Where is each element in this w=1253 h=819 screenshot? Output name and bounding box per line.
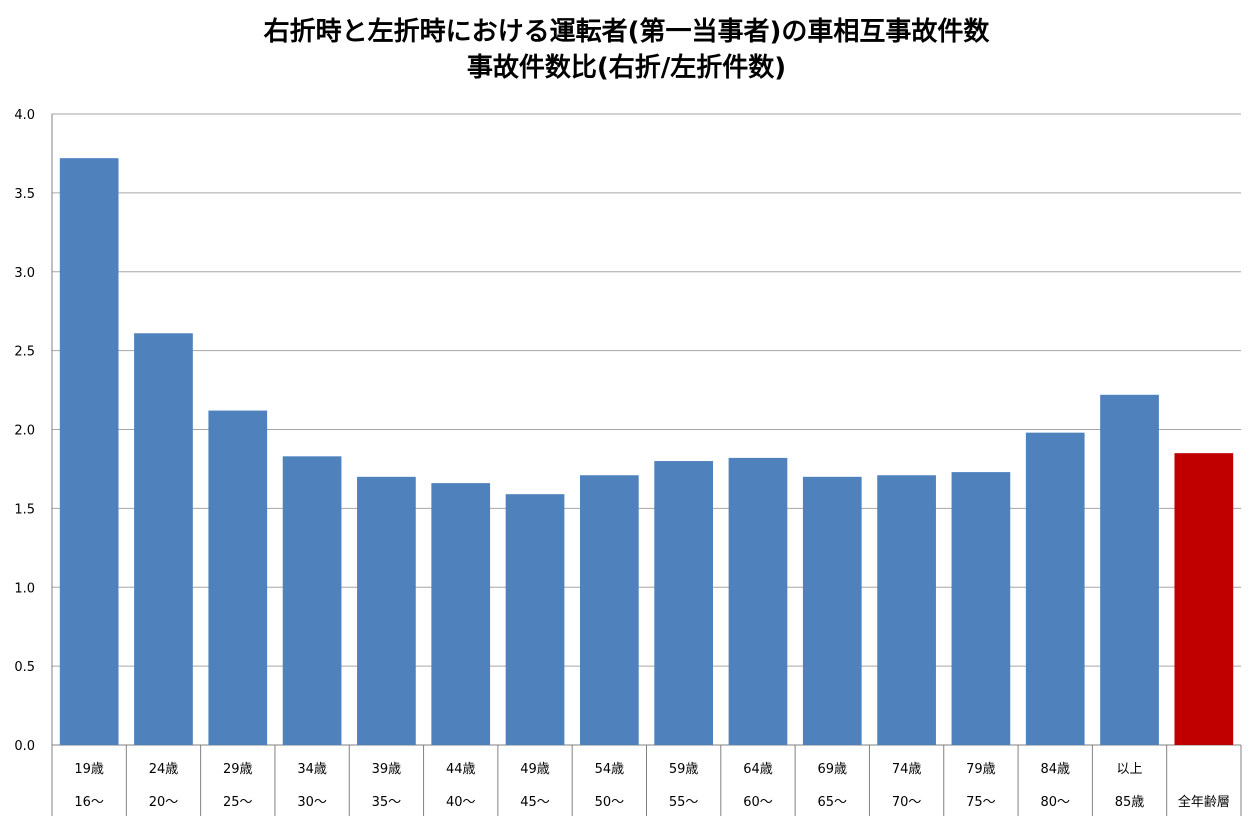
y-tick-label: 1.0 <box>14 581 35 596</box>
x-tick-label: 50～ <box>595 795 625 810</box>
x-tick-label: 25～ <box>223 795 253 810</box>
bar <box>654 461 714 745</box>
x-tick-label: 以上 <box>1117 762 1143 777</box>
bar <box>208 410 268 745</box>
x-tick-label: 44歳 <box>446 762 476 777</box>
x-tick-label: 84歳 <box>1040 762 1070 777</box>
bar <box>134 333 193 745</box>
x-tick-label: 59歳 <box>669 762 699 777</box>
y-tick-label: 2.5 <box>14 345 35 360</box>
x-tick-label: 69歳 <box>818 762 848 777</box>
x-tick-label: 54歳 <box>595 762 625 777</box>
y-tick-label: 1.5 <box>14 502 35 517</box>
bar <box>505 494 565 745</box>
y-tick-label: 3.5 <box>14 187 35 202</box>
y-tick-label: 2.0 <box>14 424 35 439</box>
x-tick-label: 85歳 <box>1115 795 1145 810</box>
x-tick-label: 64歳 <box>743 762 773 777</box>
x-tick-label: 30～ <box>297 795 327 810</box>
x-tick-label: 75～ <box>966 795 996 810</box>
x-tick-label: 45～ <box>520 795 550 810</box>
x-tick-label: 29歳 <box>223 762 253 777</box>
bar <box>728 457 788 745</box>
chart-title: 右折時と左折時における運転者(第一当事者)の車相互事故件数 <box>263 17 990 47</box>
x-tick-label: 20～ <box>149 795 179 810</box>
chart-subtitle: 事故件数比(右折/左折件数) <box>466 53 787 83</box>
x-tick-label: 34歳 <box>297 762 327 777</box>
bar <box>579 475 639 745</box>
x-tick-label: 60～ <box>743 795 773 810</box>
y-tick-label: 0.0 <box>14 739 35 754</box>
bar <box>802 476 862 745</box>
x-tick-label: 全年齢層 <box>1178 794 1230 810</box>
x-tick-label: 49歳 <box>520 762 550 777</box>
x-tick-label: 79歳 <box>966 762 996 777</box>
bar <box>1025 432 1085 745</box>
x-tick-label: 19歳 <box>74 762 104 777</box>
x-tick-label: 35～ <box>372 795 402 810</box>
bar <box>877 475 936 745</box>
x-tick-label: 16～ <box>74 795 104 810</box>
x-tick-label: 74歳 <box>892 762 922 777</box>
x-tick-label: 39歳 <box>372 762 402 777</box>
y-tick-label: 3.0 <box>14 266 35 281</box>
bar <box>1100 394 1159 745</box>
x-tick-label: 40～ <box>446 795 476 810</box>
x-tick-label: 65～ <box>818 795 848 810</box>
y-tick-label: 0.5 <box>14 660 35 675</box>
bar <box>59 158 119 746</box>
x-tick-label: 24歳 <box>149 762 179 777</box>
y-tick-label: 4.0 <box>14 108 35 123</box>
x-tick-label: 55～ <box>669 795 699 810</box>
bar <box>951 472 1011 745</box>
bar <box>357 476 416 745</box>
bar <box>431 483 491 745</box>
bar <box>1174 453 1234 745</box>
chart-title-block: 右折時と左折時における運転者(第一当事者)の車相互事故件数 事故件数比(右折/左… <box>0 14 1253 86</box>
x-tick-label: 70～ <box>892 795 922 810</box>
x-tick-label: 80～ <box>1040 795 1070 810</box>
bar <box>282 456 342 745</box>
